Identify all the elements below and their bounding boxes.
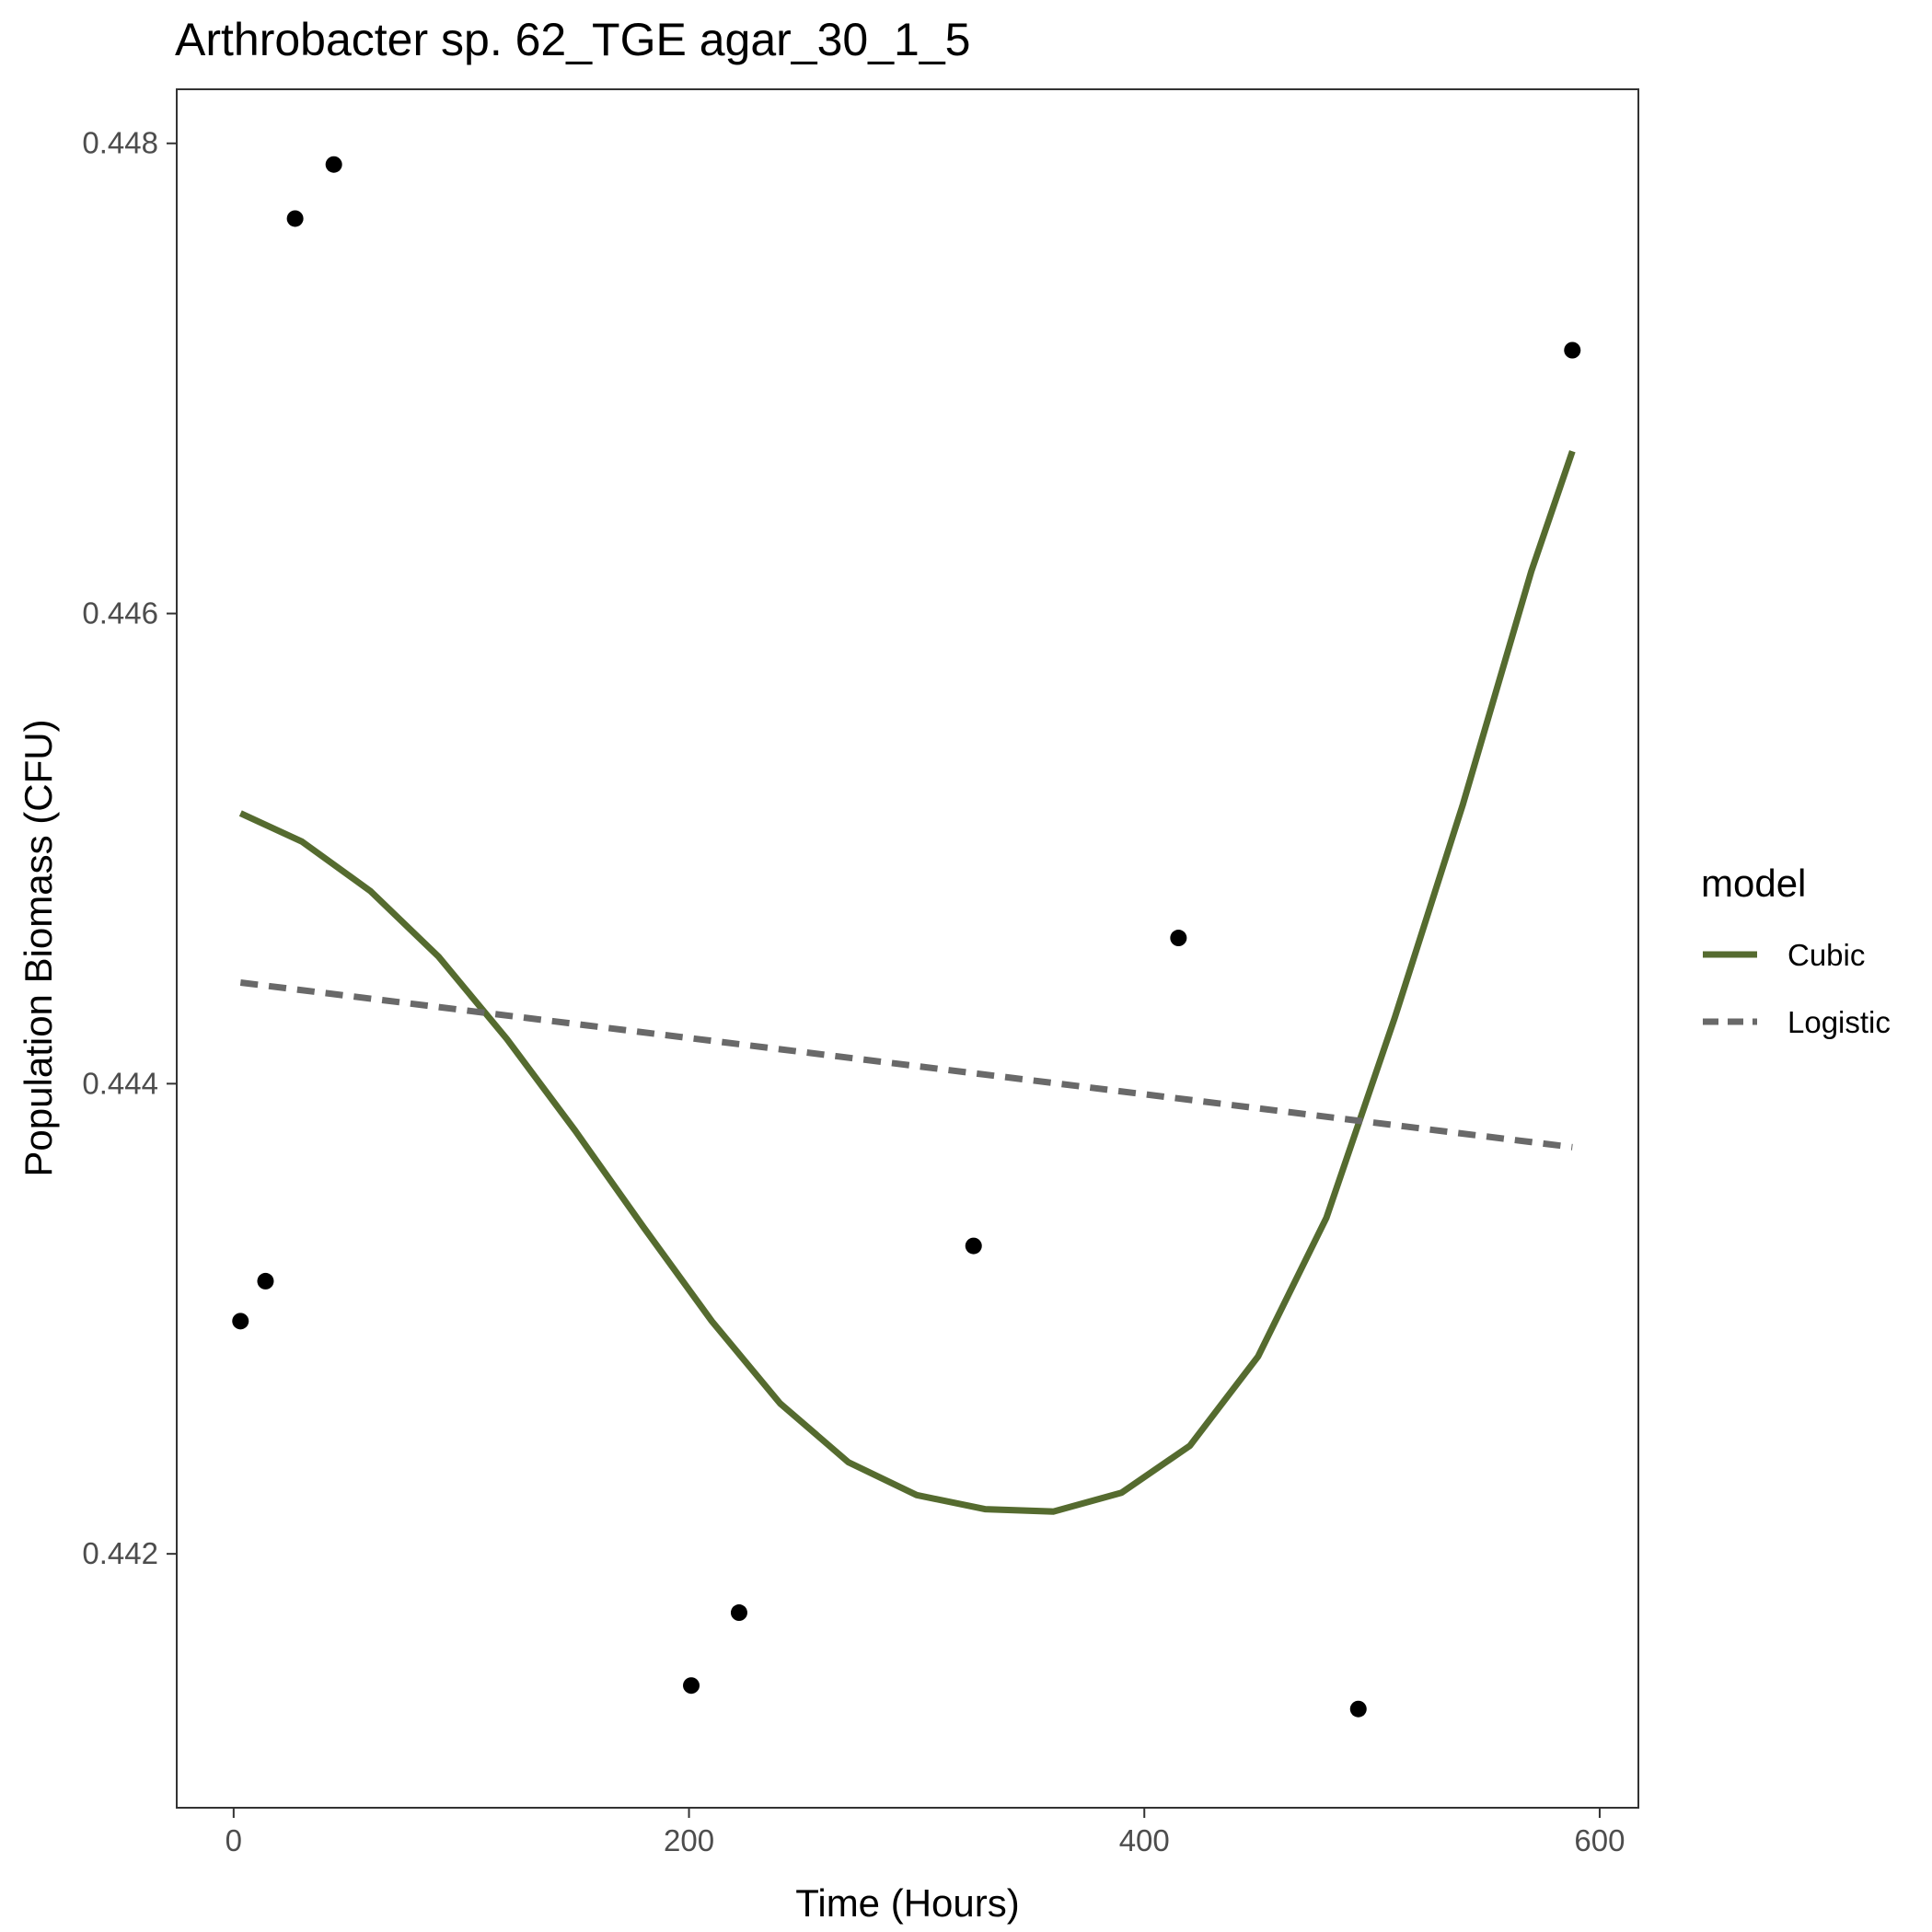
y-axis-title: Population Biomass (CFU): [17, 719, 60, 1176]
plot-panel: [176, 88, 1639, 1809]
y-tick-label: 0.446: [82, 596, 158, 631]
x-tick-label: 0: [226, 1823, 242, 1857]
legend: model Cubic Logistic: [1701, 862, 1891, 1039]
x-axis: 0 200 400 600: [226, 1808, 1625, 1857]
series-layer: [238, 450, 1576, 1515]
data-point: [257, 1272, 274, 1290]
data-point: [1170, 930, 1187, 947]
legend-label-logistic: Logistic: [1787, 1005, 1891, 1039]
legend-label-cubic: Cubic: [1787, 938, 1865, 972]
chart-title: Arthrobacter sp. 62_TGE agar_30_1_5: [175, 14, 970, 65]
series-line-logistic: [239, 979, 1573, 1151]
data-point: [965, 1237, 982, 1255]
y-tick-label: 0.442: [82, 1536, 158, 1570]
y-axis: 0.442 0.444 0.446 0.448: [82, 126, 177, 1570]
data-point: [1349, 1700, 1367, 1718]
x-tick-label: 600: [1574, 1823, 1625, 1857]
data-point: [730, 1604, 747, 1622]
data-point: [1564, 341, 1581, 359]
x-tick-label: 400: [1119, 1823, 1170, 1857]
series-line-cubic: [238, 450, 1576, 1515]
data-points: [232, 156, 1581, 1718]
data-point: [325, 156, 342, 173]
data-point: [232, 1313, 249, 1330]
y-tick-label: 0.444: [82, 1066, 158, 1100]
data-point: [286, 210, 304, 227]
x-axis-title: Time (Hours): [795, 1881, 1019, 1925]
legend-title: model: [1701, 862, 1806, 905]
data-point: [683, 1677, 700, 1695]
y-tick-label: 0.448: [82, 126, 158, 160]
x-tick-label: 200: [664, 1823, 714, 1857]
